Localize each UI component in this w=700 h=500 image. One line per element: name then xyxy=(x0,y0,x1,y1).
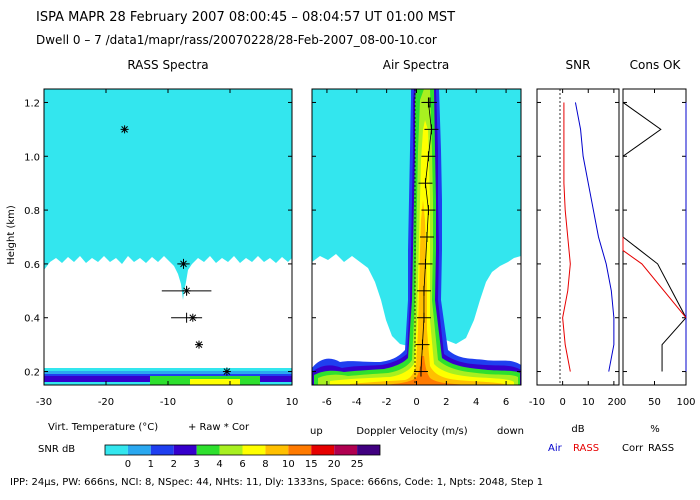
colorbar-tick: 20 xyxy=(328,459,341,470)
legend-rass: RASS xyxy=(573,443,599,454)
ytick-label: 0.4 xyxy=(24,314,40,325)
snr-xlabel: dB xyxy=(571,424,584,435)
colorbar-swatch xyxy=(311,445,335,455)
air-spectra-panel xyxy=(311,88,522,386)
ytick-label: 1.2 xyxy=(24,98,40,109)
xtick-label: 0 xyxy=(620,397,626,408)
snr-frame xyxy=(536,88,620,386)
colorbar-tick: 3 xyxy=(193,459,199,470)
cons-xlabel: % xyxy=(650,424,660,435)
colorbar-tick: 25 xyxy=(351,459,364,470)
colorbar-swatch xyxy=(196,445,220,455)
xtick-label: 20 xyxy=(608,397,621,408)
snr-colorbar: 0 1 2 3 4 6 8 10 15 20 25 xyxy=(104,444,381,470)
rass-cor-point xyxy=(188,313,197,322)
colorbar-tick: 2 xyxy=(171,459,177,470)
xtick-label: 6 xyxy=(503,397,509,408)
xtick-label: 50 xyxy=(648,397,661,408)
snr-panel xyxy=(536,88,620,386)
rass-band-8 xyxy=(190,379,240,385)
colorbar-tick: 4 xyxy=(216,459,222,470)
rass-cor-point xyxy=(182,286,191,295)
xtick-label: 100 xyxy=(676,397,695,408)
colorbar-swatch xyxy=(105,445,128,455)
xtick-label: -6 xyxy=(322,397,332,408)
air-band-6 xyxy=(318,89,518,385)
colorbar-tick: 6 xyxy=(239,459,245,470)
xtick-label: -10 xyxy=(529,397,545,408)
xtick-label: 10 xyxy=(582,397,595,408)
air-mean-line xyxy=(420,102,432,372)
xtick-label: -10 xyxy=(160,397,176,408)
rass-clear-region xyxy=(44,256,292,368)
cons-line-rass-consensus xyxy=(622,237,687,319)
legend-air: Air xyxy=(548,443,563,454)
snr-line-rass xyxy=(562,102,571,372)
colorbar-swatch xyxy=(173,445,197,455)
air-xlabel-up: up xyxy=(310,426,323,437)
colorbar-tick: 10 xyxy=(282,459,295,470)
colorbar-frame xyxy=(104,444,381,456)
xtick-label: 0 xyxy=(559,397,565,408)
colorbar-swatch xyxy=(265,445,289,455)
rass-cor-point xyxy=(179,259,188,268)
xtick-label: 0 xyxy=(227,397,233,408)
legend-rass-cons: RASS xyxy=(648,443,674,454)
xtick-label: 10 xyxy=(286,397,299,408)
cons-ok-title: Cons OK xyxy=(630,58,682,72)
rass-legend: + Raw * Cor xyxy=(188,422,250,433)
rass-spectra-title: RASS Spectra xyxy=(127,58,208,72)
footer-params: IPP: 24μs, PW: 666ns, NCI: 8, NSpec: 44,… xyxy=(10,477,543,488)
colorbar-tick: 15 xyxy=(305,459,318,470)
legend-corr: Corr xyxy=(622,443,644,454)
xtick-label: 2 xyxy=(443,397,449,408)
snr-line-air xyxy=(574,102,615,372)
ytick-label: 0.6 xyxy=(24,260,40,271)
air-band-15 xyxy=(380,356,470,385)
ytick-label: 0.2 xyxy=(24,368,40,379)
cons-line-corr xyxy=(622,102,687,372)
rass-xlabel: Virt. Temperature (°C) xyxy=(48,422,158,433)
colorbar-swatch xyxy=(288,445,312,455)
rass-cor-point xyxy=(222,367,231,376)
xtick-label: -4 xyxy=(352,397,362,408)
air-xlabel-down: down xyxy=(497,426,524,437)
air-xlabel: Doppler Velocity (m/s) xyxy=(356,426,467,437)
rass-spectra-panel xyxy=(43,88,293,386)
snr-title: SNR xyxy=(566,58,591,72)
colorbar-label: SNR dB xyxy=(38,444,75,455)
colorbar-swatch xyxy=(242,445,266,455)
xtick-label: -20 xyxy=(98,397,114,408)
air-spectra-title: Air Spectra xyxy=(383,58,450,72)
colorbar-tick: 1 xyxy=(148,459,154,470)
xtick-label: -30 xyxy=(36,397,52,408)
ytick-label: 1.0 xyxy=(24,152,40,163)
colorbar-tick: 8 xyxy=(262,459,268,470)
rass-cor-point xyxy=(195,340,203,349)
y-axis-label: Height (km) xyxy=(6,205,17,265)
colorbar-swatch xyxy=(219,445,243,455)
xtick-label: -2 xyxy=(382,397,392,408)
air-band-10 xyxy=(350,200,505,385)
xtick-label: 0 xyxy=(413,397,419,408)
colorbar-swatch xyxy=(150,445,174,455)
ytick-label: 0.8 xyxy=(24,206,40,217)
colorbar-tick: 0 xyxy=(125,459,131,470)
xtick-label: 4 xyxy=(473,397,479,408)
header-line1: ISPA MAPR 28 February 2007 08:00:45 – 08… xyxy=(36,10,455,25)
rass-cor-point xyxy=(120,125,129,134)
colorbar-swatch xyxy=(334,445,358,455)
colorbar-swatch xyxy=(127,445,151,455)
colorbar-swatch xyxy=(357,445,380,455)
header-line2: Dwell 0 – 7 /data1/mapr/rass/20070228/28… xyxy=(36,33,437,47)
